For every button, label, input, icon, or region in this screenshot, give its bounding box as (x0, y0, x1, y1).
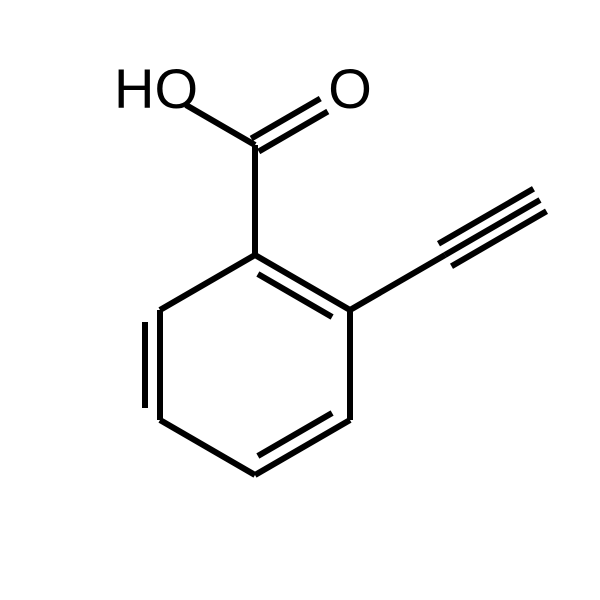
bond-C10-C11-b (438, 189, 533, 244)
atom-label-O8: O (328, 57, 372, 120)
bond-C5-C10 (350, 255, 445, 310)
bond-C10-C11-mid (445, 200, 540, 255)
bond-C10-C11-a (452, 211, 547, 266)
atom-label-O9: HO (114, 57, 198, 120)
molecule-diagram: O HO (0, 0, 600, 600)
bond-C2-C3 (160, 420, 255, 475)
bond-C6-C1 (160, 255, 255, 310)
